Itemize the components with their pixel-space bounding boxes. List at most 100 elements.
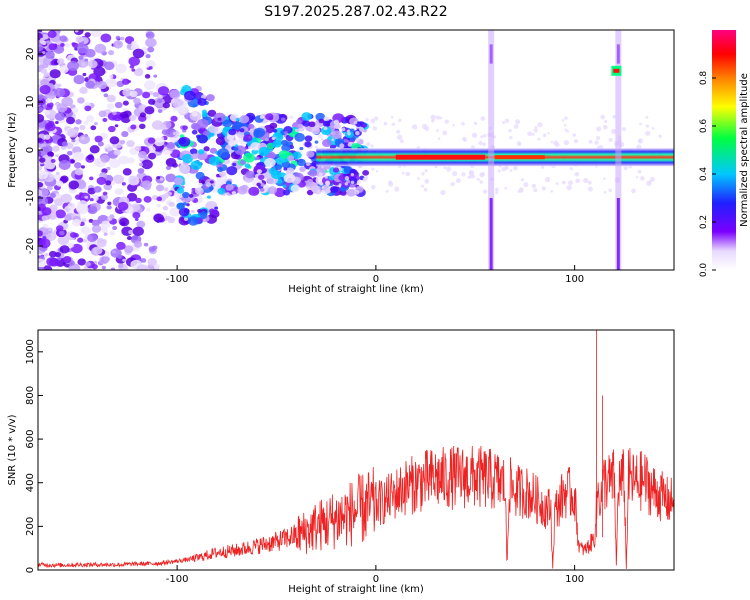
spectral-speckle: [370, 144, 374, 148]
spectral-blob: [333, 123, 341, 130]
spectral-speckle: [622, 127, 626, 132]
spectral-blob: [331, 130, 342, 140]
spectral-blob: [208, 156, 220, 166]
spectral-speckle: [561, 119, 565, 122]
spectral-blob: [280, 117, 286, 122]
spectral-speckle: [430, 114, 436, 120]
spectral-blob: [101, 220, 111, 229]
spectral-blob: [214, 206, 219, 210]
spectral-blob: [207, 109, 217, 117]
spectral-speckle: [473, 121, 478, 126]
spectral-blob: [58, 160, 71, 170]
spectral-blob: [38, 113, 45, 123]
spectral-blob: [190, 160, 202, 171]
spectral-blob: [44, 161, 54, 170]
spectral-blob: [208, 208, 216, 214]
spectral-blob: [50, 55, 55, 59]
spectral-blob: [38, 230, 43, 237]
snr-y-axis-label: SNR (10 * v/v): [7, 414, 18, 485]
spectral-speckle: [645, 130, 651, 136]
spectral-blob: [308, 169, 318, 177]
spectral-blob: [282, 184, 287, 188]
spectral-speckle: [637, 169, 642, 174]
spectral-blob: [243, 152, 256, 163]
spectral-speckle: [564, 116, 568, 120]
spectral-blob: [362, 123, 368, 128]
spectral-blob: [84, 32, 91, 38]
spectral-speckle: [639, 122, 642, 126]
spectral-blob: [120, 36, 125, 41]
spectral-blob: [105, 77, 117, 88]
spectral-speckle: [365, 117, 369, 122]
colorbar-tick-label: 0.0: [699, 263, 709, 278]
spectral-blob: [67, 60, 80, 71]
spectral-blob: [176, 187, 185, 194]
spectral-blob: [311, 127, 320, 135]
spectral-blob: [154, 137, 165, 147]
spectral-blob: [197, 134, 208, 144]
spectral-blob: [138, 162, 144, 167]
spectral-blob: [89, 145, 100, 154]
spectral-blob: [217, 117, 222, 121]
spectral-blob: [258, 146, 270, 157]
spectral-blob: [172, 98, 184, 108]
spectral-blob: [43, 252, 49, 257]
colorbar-ticks: 0.0 0.2 0.4 0.6 0.8: [699, 71, 716, 278]
spectral-blob: [114, 188, 123, 196]
spectral-speckle: [537, 137, 541, 141]
spectral-blob: [92, 246, 103, 255]
spectral-blob: [122, 258, 127, 262]
spectral-blob: [169, 207, 181, 217]
spectral-speckle: [596, 126, 602, 132]
spectral-blob: [283, 189, 291, 196]
spectral-blob: [113, 40, 123, 49]
spectral-blob: [142, 91, 151, 99]
spectral-blob: [294, 132, 305, 142]
spectrogram-y-tick-label: -10: [25, 190, 36, 206]
spectral-blob: [228, 139, 237, 147]
spectral-blob: [38, 30, 43, 33]
spectral-blob: [79, 86, 88, 95]
spectral-blob: [107, 146, 114, 152]
spectral-speckle: [588, 139, 593, 144]
spectral-blob: [143, 80, 156, 90]
spectral-blob: [203, 146, 210, 152]
spectral-speckle: [350, 180, 355, 185]
spectral-blob: [74, 194, 82, 200]
spectral-blob: [79, 124, 86, 131]
spectral-speckle: [373, 116, 379, 121]
spectral-blob: [82, 72, 87, 77]
spectral-blob: [68, 180, 80, 190]
spectral-speckle: [396, 129, 401, 134]
spectral-blob: [64, 214, 72, 221]
spectral-blob: [52, 135, 60, 141]
spectral-speckle: [321, 166, 324, 169]
spectral-blob: [38, 82, 41, 86]
spectral-speckle: [371, 184, 376, 190]
spectral-speckle: [623, 166, 628, 171]
spectral-blob: [54, 112, 65, 121]
spectral-blob: [157, 98, 163, 104]
spectral-speckle: [494, 191, 499, 195]
spectral-blob: [114, 124, 119, 128]
spectral-speckle: [467, 175, 472, 179]
spectral-blob: [87, 233, 98, 243]
spectral-speckle: [638, 138, 642, 143]
spectral-speckle: [608, 137, 613, 142]
spectral-blob: [112, 111, 117, 116]
spectral-blob: [296, 158, 306, 167]
spectral-blob: [103, 232, 108, 236]
spectral-blob: [317, 133, 324, 139]
spectral-speckle: [445, 166, 452, 172]
spectral-blob: [147, 258, 158, 266]
spectral-blob: [109, 214, 115, 219]
spectral-blob: [338, 174, 346, 182]
spectral-speckle: [354, 121, 358, 125]
spectral-speckle: [568, 180, 573, 186]
spectral-blob: [287, 155, 295, 162]
spectral-speckle: [346, 129, 350, 133]
spectral-blob: [156, 203, 161, 208]
spectral-speckle: [482, 142, 486, 147]
spectral-blob: [38, 206, 41, 212]
spectrogram-heatmap: [38, 30, 674, 270]
